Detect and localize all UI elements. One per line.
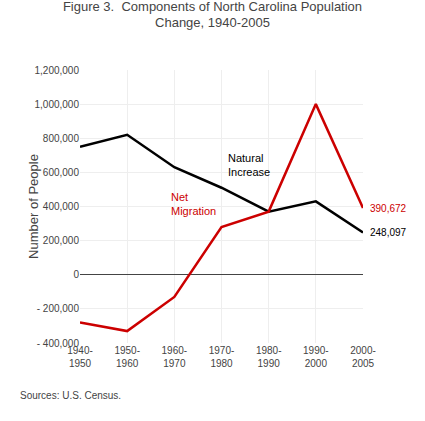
- svg-text:1990-2000: 1990-2000: [303, 345, 329, 369]
- svg-text:- 200,000: - 200,000: [37, 303, 80, 314]
- svg-text:400,000: 400,000: [43, 201, 80, 212]
- svg-text:1970-1980: 1970-1980: [209, 345, 235, 369]
- svg-text:800,000: 800,000: [43, 133, 80, 144]
- svg-text:1980-1990: 1980-1990: [256, 345, 282, 369]
- svg-text:1,200,000: 1,200,000: [35, 65, 80, 76]
- svg-text:Sources: U.S. Census.: Sources: U.S. Census.: [20, 390, 121, 401]
- svg-text:Figure 3. Components of North: Figure 3. Components of North Carolina P…: [63, 0, 362, 30]
- svg-text:600,000: 600,000: [43, 167, 80, 178]
- svg-text:200,000: 200,000: [43, 235, 80, 246]
- svg-text:248,097: 248,097: [370, 227, 407, 238]
- svg-text:NaturalIncrease: NaturalIncrease: [228, 152, 270, 178]
- svg-text:Number of People: Number of People: [26, 154, 41, 259]
- svg-text:NetMigration: NetMigration: [171, 191, 216, 217]
- svg-text:- 400,000: - 400,000: [37, 338, 80, 349]
- svg-text:2000-2005: 2000-2005: [350, 345, 376, 369]
- svg-text:1960-1970: 1960-1970: [162, 345, 188, 369]
- svg-text:1,000,000: 1,000,000: [35, 99, 80, 110]
- svg-text:390,672: 390,672: [370, 203, 407, 214]
- svg-text:1940-1950: 1940-1950: [67, 345, 93, 369]
- svg-text:0: 0: [73, 269, 79, 280]
- svg-text:1950-1960: 1950-1960: [114, 345, 140, 369]
